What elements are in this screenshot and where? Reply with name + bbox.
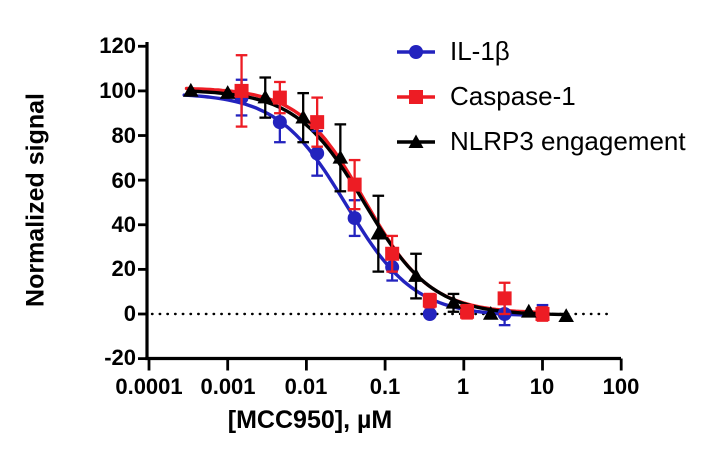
y-tick-label: 60 <box>111 168 136 193</box>
y-tick-label: -20 <box>104 345 136 370</box>
legend: IL-1β Caspase-1 NLRP3 engagement <box>396 29 686 164</box>
data-point-marker <box>347 211 362 226</box>
data-point-marker <box>535 307 550 321</box>
square-marker-icon <box>396 87 436 107</box>
x-tick-label: 1 <box>456 374 470 399</box>
data-point-marker <box>272 90 287 105</box>
y-tick-label: 120 <box>99 33 136 58</box>
x-tick-label: 0.01 <box>284 374 328 399</box>
data-point-marker <box>219 85 236 99</box>
y-tick-label: 100 <box>99 78 136 103</box>
data-point-marker <box>408 268 424 282</box>
y-axis-title: Normalized signal <box>21 93 50 307</box>
legend-label: NLRP3 engagement <box>450 126 686 156</box>
data-point-marker <box>422 307 437 321</box>
data-point-marker <box>445 294 462 309</box>
x-tick-label: 100 <box>602 374 640 399</box>
legend-item-caspase-1: Caspase-1 <box>396 74 686 119</box>
triangle-marker-icon <box>396 132 436 152</box>
series-NLRP3 engagement <box>183 76 574 323</box>
data-point-marker <box>521 303 537 318</box>
y-tick-label: 40 <box>111 212 136 237</box>
x-tick-label: 0.0001 <box>115 374 183 399</box>
x-tick-label: 0.001 <box>200 374 256 399</box>
legend-label: Caspase-1 <box>450 81 576 111</box>
data-point-marker <box>460 304 475 319</box>
data-point-marker <box>332 149 349 164</box>
legend-item-il-1b: IL-1β <box>396 29 686 74</box>
circle-marker-icon <box>396 42 436 62</box>
data-point-marker <box>385 246 400 261</box>
circle-legend-glyph <box>397 44 435 59</box>
data-point-marker <box>370 225 387 240</box>
x-axis-title: [MCC950], µM <box>227 406 393 434</box>
square-legend-glyph <box>397 89 435 104</box>
x-tick-label: 0.1 <box>369 374 401 399</box>
data-point-marker <box>183 82 199 97</box>
axes <box>138 42 623 371</box>
legend-label: IL-1β <box>450 36 510 66</box>
legend-marker <box>409 44 423 59</box>
y-tick-label: 80 <box>111 123 136 148</box>
legend-item-nlrp3: NLRP3 engagement <box>396 119 686 164</box>
legend-marker <box>408 134 424 148</box>
triangle-legend-glyph <box>397 134 435 148</box>
data-point-marker <box>234 83 249 98</box>
data-point-marker <box>482 306 499 320</box>
data-point-marker <box>257 89 274 104</box>
data-point-marker <box>272 115 287 130</box>
data-point-marker <box>558 308 574 323</box>
y-tick-label: 0 <box>123 301 136 326</box>
data-point-marker <box>347 177 362 192</box>
series-Caspase-1 <box>234 54 550 322</box>
data-point-marker <box>310 115 325 130</box>
data-point-marker <box>295 109 311 124</box>
legend-marker <box>409 89 423 104</box>
y-tick-label: 20 <box>111 256 136 281</box>
data-point-marker <box>310 146 325 161</box>
data-point-marker <box>497 291 512 306</box>
x-tick-label: 10 <box>529 374 555 399</box>
data-point-marker <box>422 293 437 308</box>
